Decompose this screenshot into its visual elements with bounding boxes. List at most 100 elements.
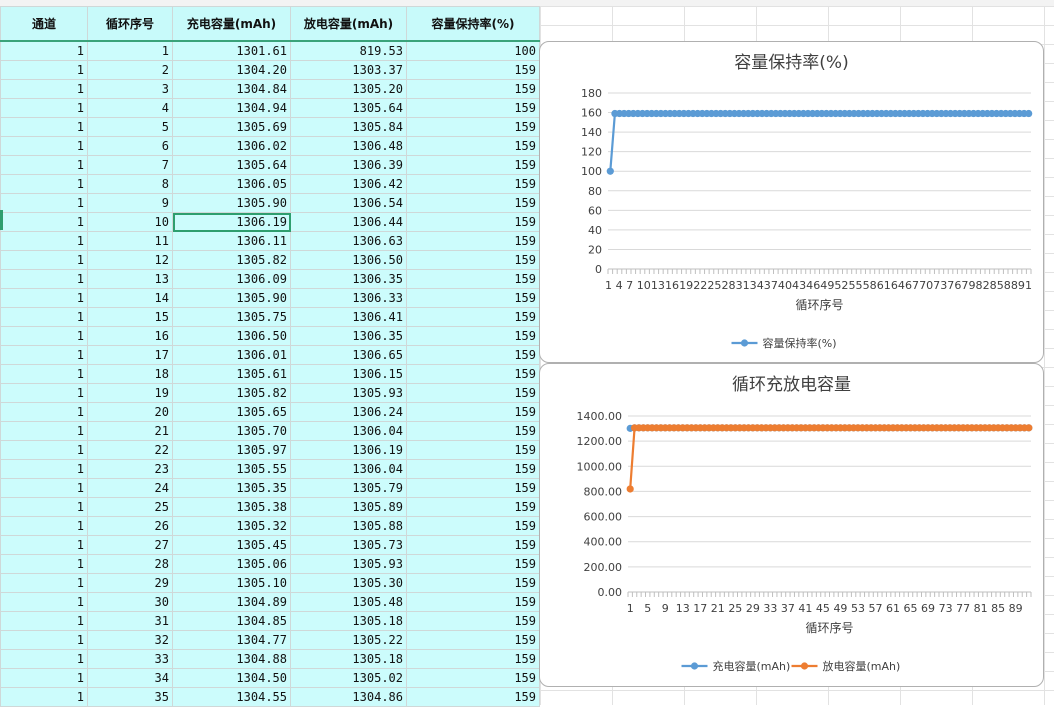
cell-discharge[interactable]: 1306.35 [291,327,407,346]
cell-channel[interactable]: 1 [1,61,88,80]
cell-cycle[interactable]: 35 [88,688,173,707]
cell-retention[interactable]: 159 [407,479,540,498]
cell-discharge[interactable]: 1306.19 [291,441,407,460]
cell-cycle[interactable]: 28 [88,555,173,574]
cell-channel[interactable]: 1 [1,498,88,517]
cell-discharge[interactable]: 1305.20 [291,80,407,99]
cell-retention[interactable]: 159 [407,118,540,137]
cell-channel[interactable]: 1 [1,669,88,688]
cell-cycle[interactable]: 3 [88,80,173,99]
cell-cycle[interactable]: 21 [88,422,173,441]
cell-retention[interactable]: 159 [407,403,540,422]
cell-charge[interactable]: 1305.10 [173,574,291,593]
cell-cycle[interactable]: 33 [88,650,173,669]
cell-discharge[interactable]: 1305.48 [291,593,407,612]
cell-channel[interactable]: 1 [1,175,88,194]
cell-discharge[interactable]: 1303.37 [291,61,407,80]
cell-charge[interactable]: 1304.85 [173,612,291,631]
cell-charge[interactable]: 1306.11 [173,232,291,251]
cell-discharge[interactable]: 1305.73 [291,536,407,555]
cell-retention[interactable]: 100 [407,41,540,61]
cell-channel[interactable]: 1 [1,631,88,650]
cell-discharge[interactable]: 1306.48 [291,137,407,156]
cell-discharge[interactable]: 1305.30 [291,574,407,593]
cell-charge[interactable]: 1304.94 [173,99,291,118]
cell-charge[interactable]: 1306.05 [173,175,291,194]
cell-retention[interactable]: 159 [407,175,540,194]
cell-channel[interactable]: 1 [1,536,88,555]
cell-charge[interactable]: 1305.70 [173,422,291,441]
cell-discharge[interactable]: 1305.93 [291,555,407,574]
cell-retention[interactable]: 159 [407,156,540,175]
cell-charge[interactable]: 1304.50 [173,669,291,688]
cell-charge[interactable]: 1306.01 [173,346,291,365]
cell-charge[interactable]: 1306.09 [173,270,291,289]
cell-charge[interactable]: 1305.55 [173,460,291,479]
cell-charge[interactable]: 1306.02 [173,137,291,156]
cell-retention[interactable]: 159 [407,574,540,593]
cell-discharge[interactable]: 1306.50 [291,251,407,270]
cell-channel[interactable]: 1 [1,270,88,289]
cell-discharge[interactable]: 1305.89 [291,498,407,517]
cell-cycle[interactable]: 32 [88,631,173,650]
cell-channel[interactable]: 1 [1,80,88,99]
cell-cycle[interactable]: 11 [88,232,173,251]
cell-discharge[interactable]: 1306.24 [291,403,407,422]
cell-cycle[interactable]: 7 [88,156,173,175]
cell-discharge[interactable]: 819.53 [291,41,407,61]
cell-retention[interactable]: 159 [407,327,540,346]
cell-charge[interactable]: 1305.75 [173,308,291,327]
header-cell-channel[interactable]: 通道 [1,7,88,42]
cell-retention[interactable]: 159 [407,536,540,555]
cell-cycle[interactable]: 18 [88,365,173,384]
cell-charge[interactable]: 1305.61 [173,365,291,384]
cell-cycle[interactable]: 12 [88,251,173,270]
cell-charge[interactable]: 1305.69 [173,118,291,137]
cell-cycle[interactable]: 1 [88,41,173,61]
cell-channel[interactable]: 1 [1,232,88,251]
cell-charge[interactable]: 1305.90 [173,194,291,213]
cell-discharge[interactable]: 1306.63 [291,232,407,251]
header-cell-discharge[interactable]: 放电容量(mAh) [291,7,407,42]
cell-cycle[interactable]: 23 [88,460,173,479]
cell-charge[interactable]: 1304.20 [173,61,291,80]
cell-cycle[interactable]: 9 [88,194,173,213]
cell-discharge[interactable]: 1306.04 [291,422,407,441]
cell-retention[interactable]: 159 [407,612,540,631]
header-cell-cycle[interactable]: 循环序号 [88,7,173,42]
cell-charge[interactable]: 1305.38 [173,498,291,517]
cell-retention[interactable]: 159 [407,650,540,669]
cell-channel[interactable]: 1 [1,118,88,137]
cell-charge[interactable]: 1306.19 [173,213,291,232]
cell-retention[interactable]: 159 [407,137,540,156]
cell-cycle[interactable]: 2 [88,61,173,80]
header-cell-retention[interactable]: 容量保持率(%) [407,7,540,42]
cell-discharge[interactable]: 1306.35 [291,270,407,289]
cell-channel[interactable]: 1 [1,213,88,232]
cell-cycle[interactable]: 31 [88,612,173,631]
cell-retention[interactable]: 159 [407,308,540,327]
cell-discharge[interactable]: 1305.79 [291,479,407,498]
cell-channel[interactable]: 1 [1,327,88,346]
cell-retention[interactable]: 159 [407,289,540,308]
cell-cycle[interactable]: 16 [88,327,173,346]
cell-cycle[interactable]: 34 [88,669,173,688]
cell-retention[interactable]: 159 [407,384,540,403]
cell-charge[interactable]: 1305.90 [173,289,291,308]
cell-cycle[interactable]: 5 [88,118,173,137]
cell-charge[interactable]: 1305.45 [173,536,291,555]
cell-charge[interactable]: 1304.84 [173,80,291,99]
cell-retention[interactable]: 159 [407,498,540,517]
cell-channel[interactable]: 1 [1,403,88,422]
cell-discharge[interactable]: 1305.18 [291,612,407,631]
cell-channel[interactable]: 1 [1,384,88,403]
cell-retention[interactable]: 159 [407,517,540,536]
cell-discharge[interactable]: 1306.41 [291,308,407,327]
cell-cycle[interactable]: 4 [88,99,173,118]
cell-channel[interactable]: 1 [1,251,88,270]
cell-charge[interactable]: 1304.89 [173,593,291,612]
cell-channel[interactable]: 1 [1,688,88,707]
cell-cycle[interactable]: 20 [88,403,173,422]
